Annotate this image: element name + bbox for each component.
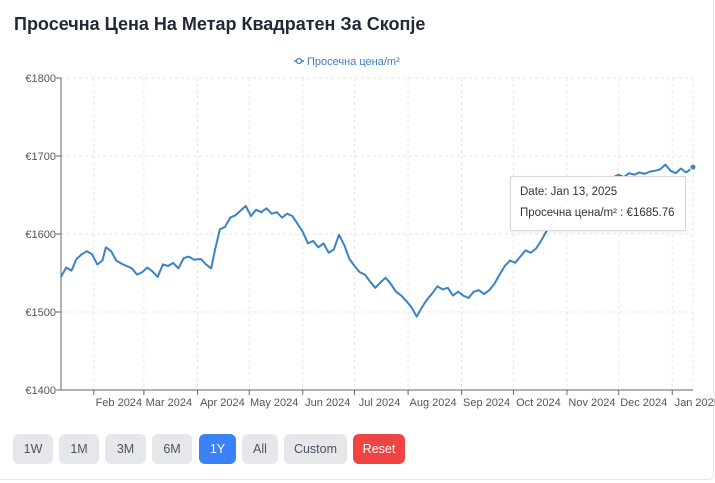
grid: [61, 77, 694, 391]
legend-label: Просечна цена/m²: [307, 56, 400, 68]
x-tick-label: Oct 2024: [516, 397, 561, 409]
range-1w-button[interactable]: 1W: [13, 434, 53, 464]
y-tick-label: €1800: [25, 73, 56, 85]
x-tick-label: Jun 2024: [305, 397, 350, 409]
y-tick-label: €1600: [25, 229, 56, 241]
active-point-marker: [689, 163, 697, 171]
y-tick-label: €1700: [25, 151, 56, 163]
page-title: Просечна Цена На Метар Квадратен За Скоп…: [14, 14, 426, 34]
range-all-button[interactable]: All: [242, 434, 278, 464]
x-tick-label: Nov 2024: [568, 397, 615, 409]
range-custom-button[interactable]: Custom: [284, 434, 347, 464]
legend-marker-swatch: [295, 57, 303, 65]
legend[interactable]: Просечна цена/m²: [294, 56, 400, 68]
chart-tooltip: Date: Jan 13, 2025 Просечна цена/m² : €1…: [510, 176, 686, 231]
y-tick-label: €1400: [25, 385, 56, 397]
x-tick-label: Dec 2024: [620, 397, 667, 409]
x-tick-label: Aug 2024: [410, 397, 457, 409]
hover-marker: [689, 163, 697, 171]
reset-button[interactable]: Reset: [353, 434, 405, 464]
x-tick-label: May 2024: [250, 397, 298, 409]
y-tick-label: €1500: [25, 307, 56, 319]
tooltip-value: Просечна цена/m² : €1685.76: [520, 207, 675, 219]
axes: €1400 €1500 €1600 €1700 €1800 Feb 2024 Mar 202…: [25, 73, 715, 409]
range-3m-button[interactable]: 3M: [105, 434, 146, 464]
tooltip-date: Date: Jan 13, 2025: [520, 186, 618, 198]
x-tick-label: Mar 2024: [146, 397, 192, 409]
x-tick-label: Sep 2024: [463, 397, 510, 409]
x-tick-label: Feb 2024: [96, 397, 142, 409]
range-1y-button[interactable]: 1Y: [199, 434, 236, 464]
range-6m-button[interactable]: 6M: [152, 434, 192, 464]
range-1m-button[interactable]: 1M: [59, 434, 99, 464]
x-tick-label: Jan 2025: [675, 397, 715, 409]
x-tick-label: Jul 2024: [359, 397, 401, 409]
x-tick-label: Apr 2024: [200, 397, 245, 409]
